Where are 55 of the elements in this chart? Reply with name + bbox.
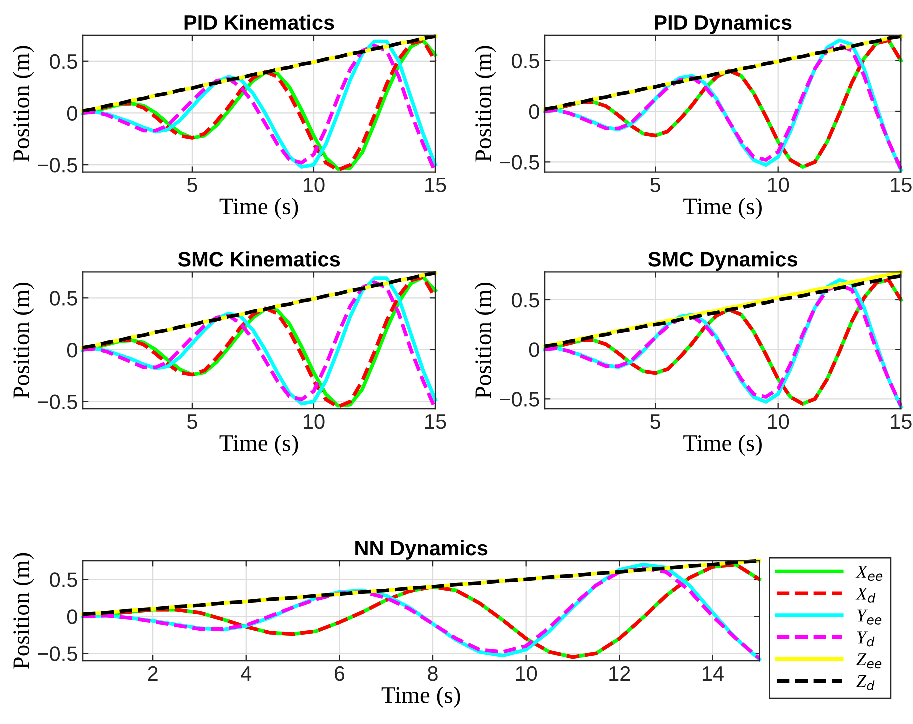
x-tick-label: 4 bbox=[241, 666, 252, 681]
legend-label: Y$_{ee}$ bbox=[857, 610, 882, 625]
x-tick-label: 15 bbox=[426, 178, 446, 192]
y-axis-title: Position (m) bbox=[12, 553, 34, 670]
y-tick-label: −0.5 bbox=[38, 158, 78, 173]
y-tick-label: 0.5 bbox=[512, 292, 540, 308]
y-tick-label: −0.5 bbox=[38, 394, 78, 410]
y-tick-label: −0.5 bbox=[38, 646, 78, 662]
y-axis-title: Position (m) bbox=[12, 46, 34, 162]
x-tick-label: 5 bbox=[187, 414, 198, 430]
chart-title: PID Dynamics bbox=[655, 14, 792, 34]
chart-title: NN Dynamics bbox=[356, 540, 488, 560]
y-tick-label: 0.5 bbox=[50, 291, 78, 306]
y-tick-label: 0 bbox=[67, 610, 78, 624]
x-tick-label: 12 bbox=[610, 666, 630, 681]
x-axis-title: Time (s) bbox=[382, 686, 460, 708]
y-axis-title: Position (m) bbox=[12, 282, 34, 399]
x-axis-title: Time (s) bbox=[220, 198, 298, 220]
chart-title: PID Kinematics bbox=[184, 14, 334, 30]
x-tick-label: 8 bbox=[428, 666, 438, 682]
y-tick-label: 0 bbox=[529, 342, 540, 358]
chart-title: SMC Kinematics bbox=[178, 252, 340, 267]
y-tick-label: 0 bbox=[529, 104, 540, 120]
x-tick-label: 15 bbox=[891, 178, 912, 192]
x-tick-label: 10 bbox=[768, 178, 790, 192]
x-tick-label: 5 bbox=[650, 414, 660, 430]
y-tick-label: 0.5 bbox=[512, 54, 540, 69]
chart-title: SMC Dynamics bbox=[648, 252, 798, 271]
x-tick-label: 5 bbox=[187, 178, 198, 192]
x-axis-title: Time (s) bbox=[684, 434, 762, 456]
legend-label: X$_{ee}$ bbox=[856, 566, 883, 582]
y-tick-label: −0.5 bbox=[500, 155, 540, 170]
legend-label: Z$_{ee}$ bbox=[856, 654, 882, 669]
x-axis-title: Time (s) bbox=[684, 198, 762, 220]
y-tick-label: 0.5 bbox=[50, 54, 78, 70]
x-tick-label: 10 bbox=[768, 414, 790, 430]
x-tick-label: 5 bbox=[650, 178, 660, 192]
legend-label: X$_{d}$ bbox=[856, 588, 876, 603]
x-tick-label: 10 bbox=[516, 666, 538, 682]
x-tick-label: 6 bbox=[334, 666, 345, 682]
y-axis-title: Position (m) bbox=[474, 46, 496, 162]
x-axis-title: Time (s) bbox=[220, 434, 298, 456]
y-tick-label: 0 bbox=[67, 106, 78, 121]
y-axis-title: Position (m) bbox=[474, 282, 496, 399]
x-tick-label: 15 bbox=[891, 414, 912, 430]
y-tick-label: 0.5 bbox=[50, 572, 78, 588]
x-tick-label: 14 bbox=[702, 666, 724, 681]
x-tick-label: 10 bbox=[304, 414, 325, 430]
x-tick-label: 15 bbox=[426, 414, 446, 430]
legend-label: Z$_{d}$ bbox=[856, 676, 875, 691]
legend-label: Y$_{d}$ bbox=[857, 632, 875, 647]
x-tick-label: 2 bbox=[148, 666, 158, 681]
x-tick-label: 10 bbox=[304, 178, 325, 192]
y-tick-label: −0.5 bbox=[500, 392, 540, 407]
y-tick-label: 0 bbox=[67, 342, 78, 358]
